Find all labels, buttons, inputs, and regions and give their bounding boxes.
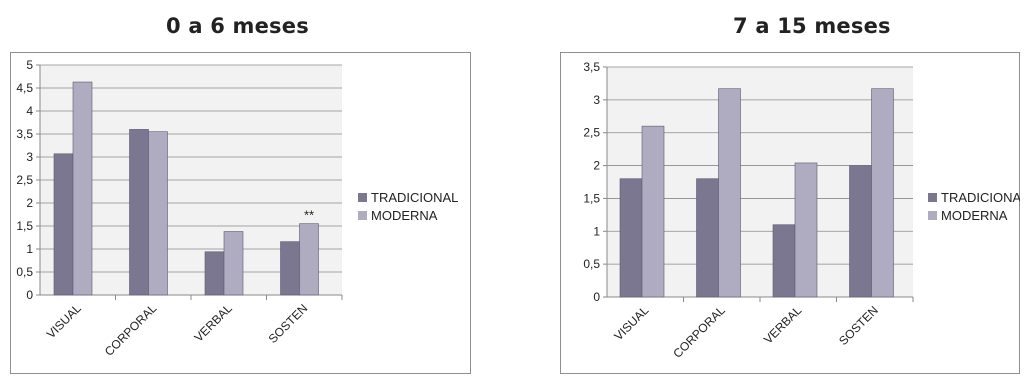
y-tick-label: 1 bbox=[593, 224, 600, 238]
chart-0-6-meses: 0 0,5 1 1,5 2 2,5 3 3,5 4 4,5 5 VISUAL CORPORAL VERBA… bbox=[10, 52, 471, 379]
bar-moderna-corporal bbox=[149, 132, 168, 295]
y-tick-label: 1,5 bbox=[583, 191, 600, 205]
bar-tradicional-visual bbox=[54, 154, 73, 295]
y-tick-label: 3 bbox=[26, 150, 33, 164]
y-tick-label: 2,5 bbox=[16, 173, 33, 187]
y-tick-label: 1,5 bbox=[16, 219, 33, 233]
bar-tradicional-verbal bbox=[773, 225, 795, 297]
bar-moderna-corporal bbox=[719, 89, 741, 297]
chart-title-7-15-meses: 7 a 15 meses bbox=[733, 14, 891, 38]
y-tick-label: 0 bbox=[26, 288, 33, 302]
chart-title-0-6-meses: 0 a 6 meses bbox=[166, 14, 309, 38]
y-tick-label: 3 bbox=[593, 93, 600, 107]
y-tick-label: 5 bbox=[26, 58, 33, 72]
y-tick-label: 2 bbox=[593, 159, 600, 173]
y-tick-label: 3,5 bbox=[16, 127, 33, 141]
legend-swatch-moderna bbox=[928, 211, 937, 220]
legend-label-tradicional: TRADICIONAL bbox=[371, 190, 458, 205]
y-tick-label: 0 bbox=[593, 290, 600, 304]
y-tick-label: 2 bbox=[26, 196, 33, 210]
bar-tradicional-sosten bbox=[281, 242, 300, 295]
bar-tradicional-visual bbox=[620, 179, 642, 297]
legend-swatch-tradicional bbox=[358, 193, 367, 202]
legend-swatch-tradicional bbox=[928, 193, 937, 202]
bar-tradicional-sosten bbox=[850, 166, 872, 297]
y-tick-label: 1 bbox=[26, 242, 33, 256]
bar-tradicional-verbal bbox=[205, 252, 224, 295]
bar-moderna-visual bbox=[642, 126, 664, 297]
y-tick-label: 0,5 bbox=[583, 257, 600, 271]
y-tick-label: 3,5 bbox=[583, 60, 600, 74]
bar-moderna-visual bbox=[73, 82, 92, 295]
y-tick-label: 4 bbox=[26, 104, 33, 118]
significance-annotation: ** bbox=[304, 208, 314, 223]
y-tick-label: 4,5 bbox=[16, 81, 33, 95]
legend-swatch-moderna bbox=[358, 211, 367, 220]
legend-label-moderna: MODERNA bbox=[371, 208, 438, 223]
bar-moderna-sosten bbox=[872, 89, 894, 297]
y-tick-label: 0,5 bbox=[16, 265, 33, 279]
legend-label-tradicional: TRADICIONAL bbox=[941, 190, 1020, 205]
bar-tradicional-corporal bbox=[130, 129, 149, 295]
chart-7-15-meses: 0 0,5 1 1,5 2 2,5 3 3,5 VISUAL CORPORAL VERBAL SOST… bbox=[560, 52, 1020, 379]
bar-tradicional-corporal bbox=[697, 179, 719, 297]
legend-label-moderna: MODERNA bbox=[941, 208, 1008, 223]
bar-moderna-verbal bbox=[795, 163, 817, 297]
bar-moderna-sosten bbox=[300, 224, 319, 295]
y-tick-label: 2,5 bbox=[583, 126, 600, 140]
bar-moderna-verbal bbox=[224, 232, 243, 295]
